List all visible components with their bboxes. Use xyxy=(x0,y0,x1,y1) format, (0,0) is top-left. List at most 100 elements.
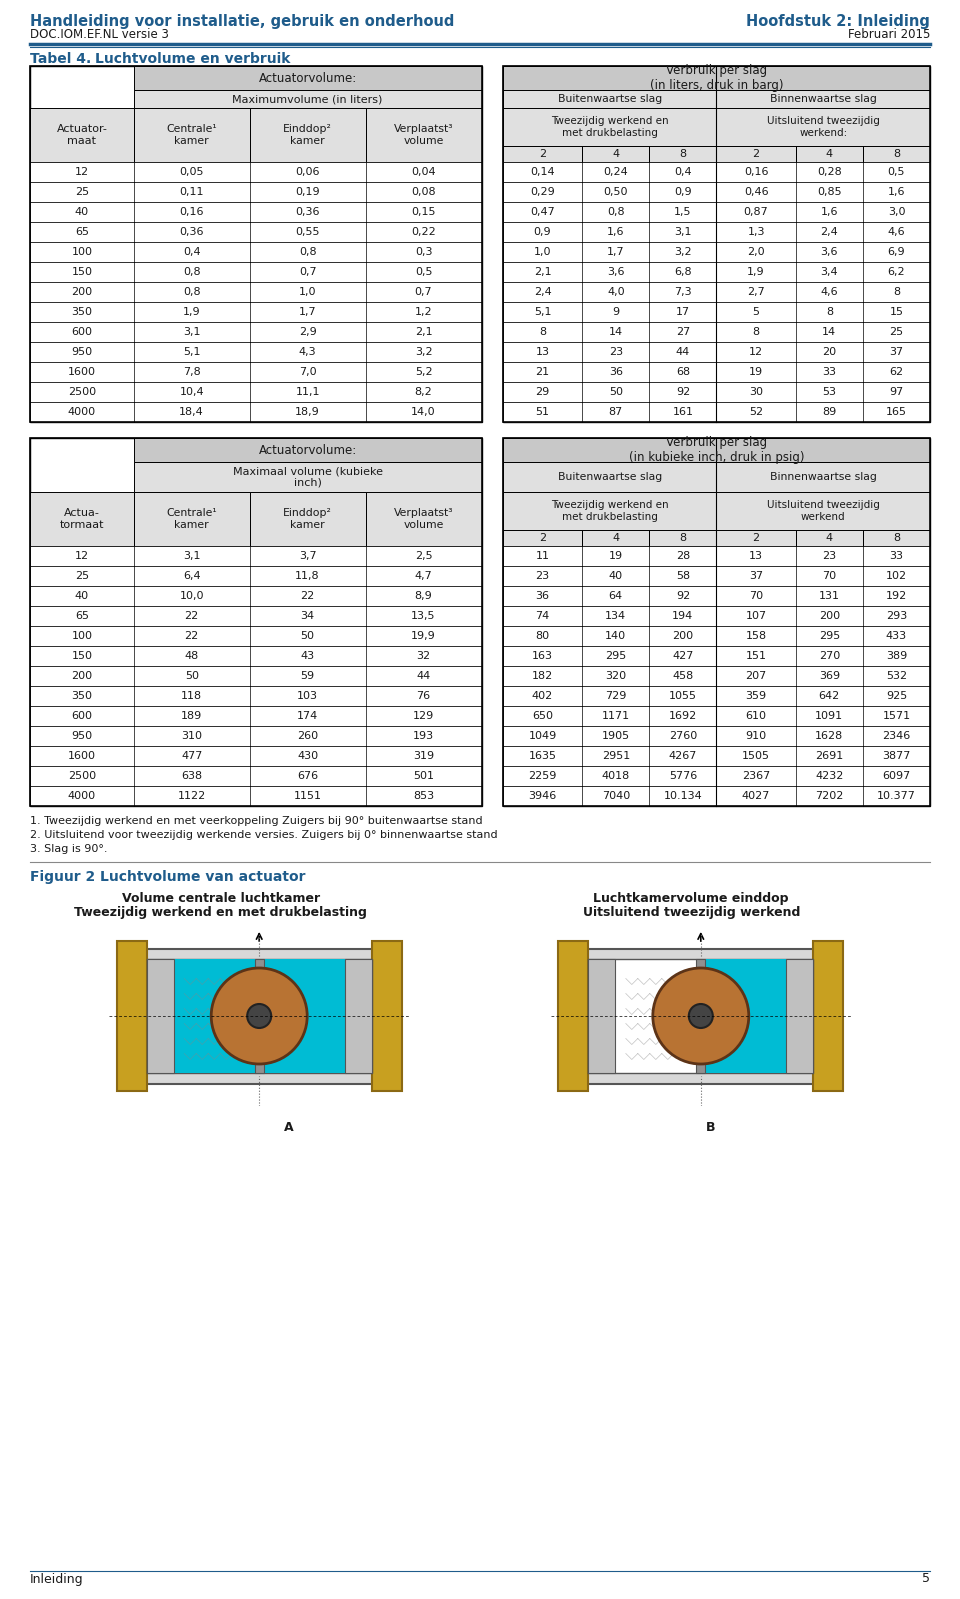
Text: 20: 20 xyxy=(823,347,836,357)
Text: Actua-
tormaat: Actua- tormaat xyxy=(60,508,104,529)
Text: 4,7: 4,7 xyxy=(415,571,432,580)
Text: 12: 12 xyxy=(75,166,89,177)
Text: 70: 70 xyxy=(749,592,763,601)
Text: 676: 676 xyxy=(297,771,318,780)
Text: 4232: 4232 xyxy=(815,771,844,780)
Text: 163: 163 xyxy=(532,651,553,660)
Bar xyxy=(30,342,482,361)
Text: 853: 853 xyxy=(413,792,434,801)
Text: 910: 910 xyxy=(746,731,767,740)
Bar xyxy=(786,959,813,1073)
Text: Binnenwaartse slag: Binnenwaartse slag xyxy=(770,472,876,481)
Text: 270: 270 xyxy=(819,651,840,660)
Bar xyxy=(254,959,264,1073)
Text: 1,3: 1,3 xyxy=(747,227,765,237)
Text: 129: 129 xyxy=(413,712,434,721)
Text: 6,4: 6,4 xyxy=(183,571,201,580)
Text: Tweezijdig werkend en met drukbelasting: Tweezijdig werkend en met drukbelasting xyxy=(74,907,368,919)
Bar xyxy=(503,361,930,382)
Text: 1151: 1151 xyxy=(294,792,322,801)
Text: 30: 30 xyxy=(749,387,763,397)
Text: 134: 134 xyxy=(605,611,626,620)
Text: 15: 15 xyxy=(890,307,903,317)
Text: Uitsluitend tweezijdig werkend: Uitsluitend tweezijdig werkend xyxy=(583,907,800,919)
Text: 200: 200 xyxy=(71,286,92,297)
Text: 52: 52 xyxy=(749,408,763,417)
Text: 8: 8 xyxy=(826,307,833,317)
Text: 1,6: 1,6 xyxy=(821,206,838,217)
Text: 0,19: 0,19 xyxy=(296,187,320,197)
Bar xyxy=(503,401,930,422)
Bar xyxy=(649,146,716,161)
Text: 2259: 2259 xyxy=(528,771,557,780)
Text: 7202: 7202 xyxy=(815,792,844,801)
Bar xyxy=(133,462,482,492)
Bar xyxy=(716,109,930,146)
Text: 1,6: 1,6 xyxy=(888,187,905,197)
Text: 8: 8 xyxy=(680,149,686,158)
Text: 64: 64 xyxy=(609,592,623,601)
Text: 0,8: 0,8 xyxy=(607,206,625,217)
Bar xyxy=(503,787,930,806)
Text: 2346: 2346 xyxy=(882,731,911,740)
Bar xyxy=(503,321,930,342)
Bar xyxy=(813,940,843,1091)
Text: 2,9: 2,9 xyxy=(299,328,317,337)
Text: 430: 430 xyxy=(297,752,318,761)
Text: Luchtvolume van actuator: Luchtvolume van actuator xyxy=(100,870,305,884)
Text: 402: 402 xyxy=(532,691,553,700)
Text: Volume centrale luchtkamer: Volume centrale luchtkamer xyxy=(122,892,320,905)
Bar xyxy=(30,606,482,625)
Text: Luchtvolume en verbruik: Luchtvolume en verbruik xyxy=(95,53,290,66)
Text: 40: 40 xyxy=(75,592,89,601)
Bar xyxy=(345,959,372,1073)
Text: 1122: 1122 xyxy=(178,792,205,801)
Bar xyxy=(30,401,482,422)
Text: Verplaatst³
volume: Verplaatst³ volume xyxy=(394,508,453,529)
Bar xyxy=(250,492,366,545)
Text: 0,5: 0,5 xyxy=(888,166,905,177)
Bar xyxy=(503,492,716,529)
Text: 8: 8 xyxy=(893,286,900,297)
Text: 43: 43 xyxy=(300,651,315,660)
Bar xyxy=(503,262,930,281)
Text: 4: 4 xyxy=(826,149,833,158)
Text: Maximaal volume (kubieke
inch): Maximaal volume (kubieke inch) xyxy=(232,467,383,488)
Bar xyxy=(503,726,930,747)
Text: 2,7: 2,7 xyxy=(747,286,765,297)
Text: 6,8: 6,8 xyxy=(674,267,692,277)
Text: 33: 33 xyxy=(890,552,903,561)
Text: 140: 140 xyxy=(605,632,626,641)
Text: 150: 150 xyxy=(71,651,92,660)
Text: 2951: 2951 xyxy=(602,752,630,761)
Text: B: B xyxy=(706,1121,715,1134)
Circle shape xyxy=(211,967,307,1063)
Text: 18,9: 18,9 xyxy=(296,408,320,417)
Text: Figuur 2: Figuur 2 xyxy=(30,870,95,884)
Text: 1,7: 1,7 xyxy=(299,307,317,317)
Text: Verbruik per slag
(in kubieke inch, druk in psig): Verbruik per slag (in kubieke inch, druk… xyxy=(629,437,804,464)
Text: 2: 2 xyxy=(539,149,546,158)
Text: 0,14: 0,14 xyxy=(530,166,555,177)
Text: 310: 310 xyxy=(181,731,203,740)
Text: 2,1: 2,1 xyxy=(534,267,551,277)
Text: 4: 4 xyxy=(826,532,833,544)
Bar xyxy=(559,940,588,1091)
Text: 6,2: 6,2 xyxy=(888,267,905,277)
Text: 1171: 1171 xyxy=(602,712,630,721)
Bar xyxy=(30,787,482,806)
Text: 200: 200 xyxy=(819,611,840,620)
Text: 89: 89 xyxy=(822,408,836,417)
Text: 458: 458 xyxy=(672,672,693,681)
Text: 80: 80 xyxy=(536,632,550,641)
Text: 23: 23 xyxy=(823,552,836,561)
Text: 4027: 4027 xyxy=(742,792,770,801)
Text: 13: 13 xyxy=(749,552,763,561)
Text: 1. Tweezijdig werkend en met veerkoppeling Zuigers bij 90° buitenwaartse stand: 1. Tweezijdig werkend en met veerkoppeli… xyxy=(30,815,483,827)
Bar xyxy=(696,959,706,1073)
Bar xyxy=(30,766,482,787)
Text: 36: 36 xyxy=(536,592,549,601)
Text: 8: 8 xyxy=(680,532,686,544)
Bar xyxy=(30,222,482,241)
Text: 0,15: 0,15 xyxy=(411,206,436,217)
